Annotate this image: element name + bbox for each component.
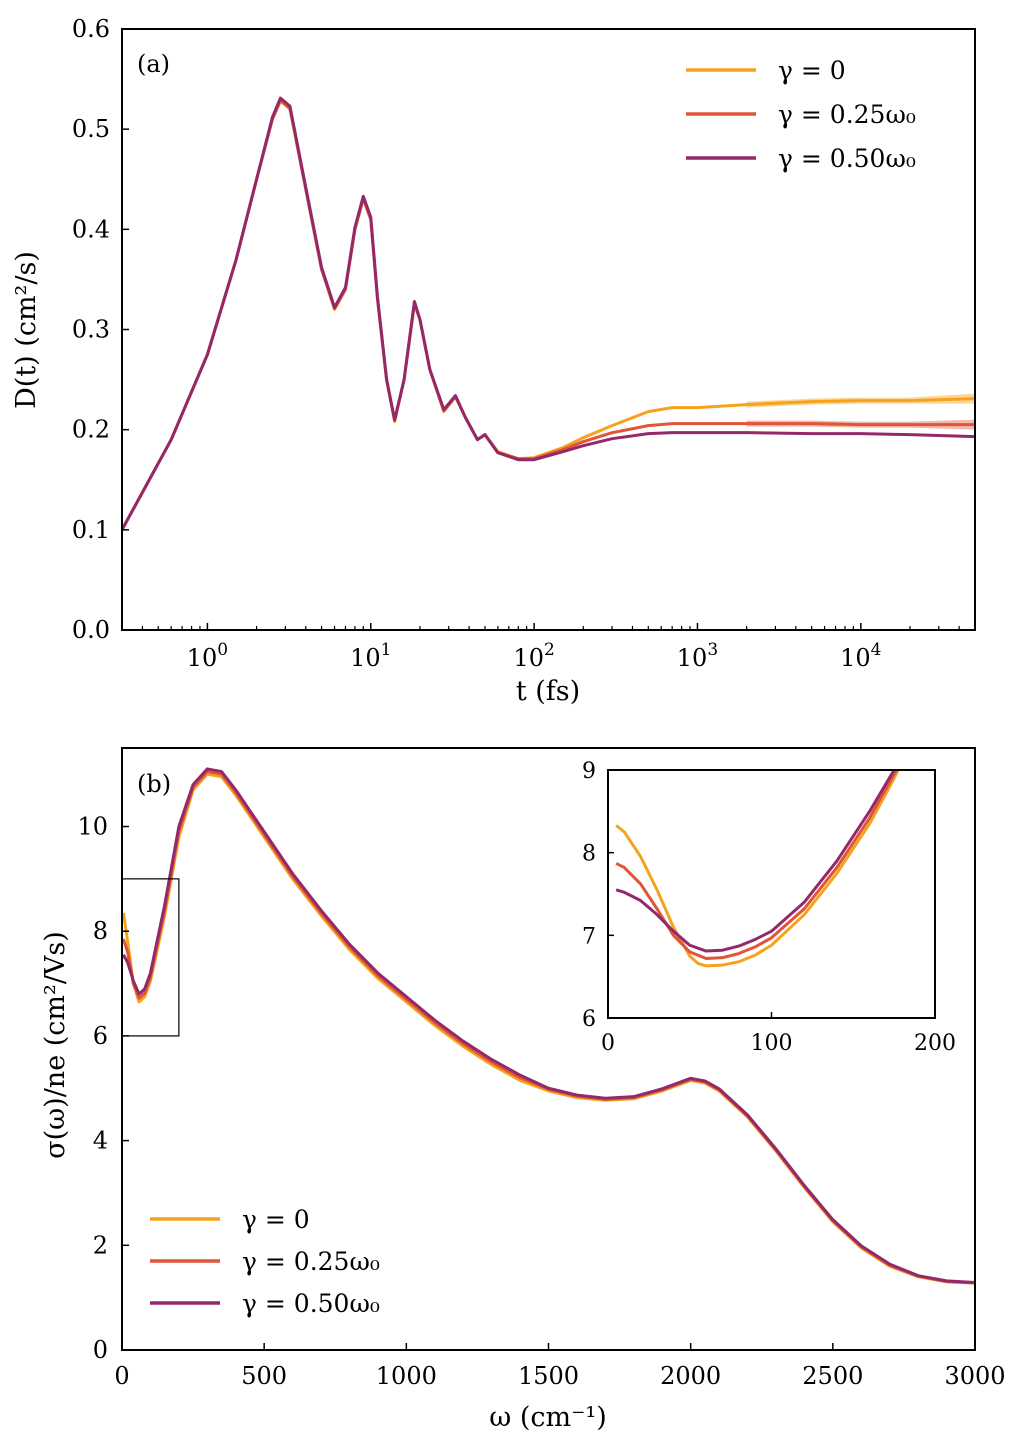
x-axis-label-b: ω (cm⁻¹) — [489, 1402, 606, 1433]
legend-label-a: γ = 0.50ω₀ — [778, 144, 916, 173]
legend-label-b: γ = 0.50ω₀ — [242, 1289, 380, 1318]
x-tick-label-inset: 200 — [914, 1031, 956, 1056]
x-axis-label-a: t (fs) — [516, 676, 580, 707]
x-tick-label-a-exp: 4 — [871, 640, 882, 660]
y-tick-label-a: 0.6 — [72, 15, 110, 43]
x-tick-label-a: 102 — [513, 640, 554, 672]
x-tick-label-b: 1000 — [376, 1362, 437, 1390]
x-tick-label-a-base: 10 — [513, 644, 544, 672]
inset-lines — [615, 770, 900, 968]
x-tick-label-b: 1500 — [518, 1362, 579, 1390]
x-tick-label-a-base: 10 — [840, 644, 871, 672]
legend-label-a: γ = 0 — [778, 56, 846, 85]
series-line-inset-gamma025 — [615, 770, 899, 960]
y-axis-label-a: D(t) (cm²/s) — [11, 251, 42, 409]
panel-b-inset: 6 7 8 9 0 100 200 — [582, 759, 956, 1056]
y-tick-label-b: 2 — [93, 1231, 108, 1259]
y-tick-label-inset: 7 — [582, 924, 596, 949]
y-tick-label-b: 8 — [93, 917, 108, 945]
y-tick-label-a: 0.4 — [72, 215, 110, 243]
y-tick-label-b: 6 — [93, 1022, 108, 1050]
y-tick-label-a: 0.3 — [72, 316, 110, 344]
x-tick-label-a: 103 — [677, 640, 718, 672]
panel-label-a: (a) — [137, 50, 170, 78]
y-tick-label-a: 0.1 — [72, 516, 110, 544]
legend-label-b: γ = 0.25ω₀ — [242, 1247, 380, 1276]
y-tick-label-b: 4 — [93, 1127, 108, 1155]
x-tick-label-b: 2000 — [660, 1362, 721, 1390]
legend-label-b: γ = 0 — [242, 1205, 310, 1234]
y-tick-label-b: 10 — [77, 813, 108, 841]
x-tick-label-inset: 100 — [751, 1031, 793, 1056]
legend-b: γ = 0 γ = 0.25ω₀ γ = 0.50ω₀ — [150, 1205, 380, 1318]
x-tick-label-a-exp: 1 — [381, 640, 392, 660]
legend-a: γ = 0 γ = 0.25ω₀ γ = 0.50ω₀ — [686, 56, 916, 173]
x-tick-label-a-base: 10 — [677, 644, 708, 672]
y-tick-label-inset: 9 — [582, 759, 596, 784]
y-tick-label-b: 0 — [93, 1336, 108, 1364]
x-tick-label-a-base: 10 — [350, 644, 381, 672]
inset-background — [608, 770, 935, 1018]
x-tick-label-a: 101 — [350, 640, 391, 672]
series-line-a-gamma050 — [122, 96, 975, 531]
y-tick-label-inset: 8 — [582, 842, 596, 867]
x-tick-label-a-base: 10 — [187, 644, 218, 672]
y-tick-label-a: 0.0 — [72, 616, 110, 644]
x-tick-label-inset: 0 — [601, 1031, 615, 1056]
y-tick-label-a: 0.5 — [72, 115, 110, 143]
x-tick-label-a-exp: 0 — [217, 640, 228, 660]
x-tick-label-b: 2500 — [802, 1362, 863, 1390]
y-tick-label-inset: 6 — [582, 1007, 596, 1032]
x-tick-label-a-exp: 3 — [707, 640, 718, 660]
series-line-inset-gamma050 — [615, 770, 897, 953]
y-tick-label-a: 0.2 — [72, 416, 110, 444]
legend-label-a: γ = 0.25ω₀ — [778, 100, 916, 129]
x-tick-label-a: 104 — [840, 640, 881, 672]
x-tick-label-a: 100 — [187, 640, 228, 672]
x-tick-label-b: 0 — [114, 1362, 129, 1390]
panel-a-lines — [122, 96, 975, 531]
x-tick-label-b: 500 — [241, 1362, 287, 1390]
x-tick-label-a-exp: 2 — [544, 640, 555, 660]
y-axis-label-b: σ(ω)/ne (cm²/Vs) — [40, 931, 71, 1159]
series-line-inset-gamma0 — [615, 770, 900, 968]
x-tick-label-b: 3000 — [944, 1362, 1005, 1390]
panel-label-b: (b) — [137, 770, 171, 798]
